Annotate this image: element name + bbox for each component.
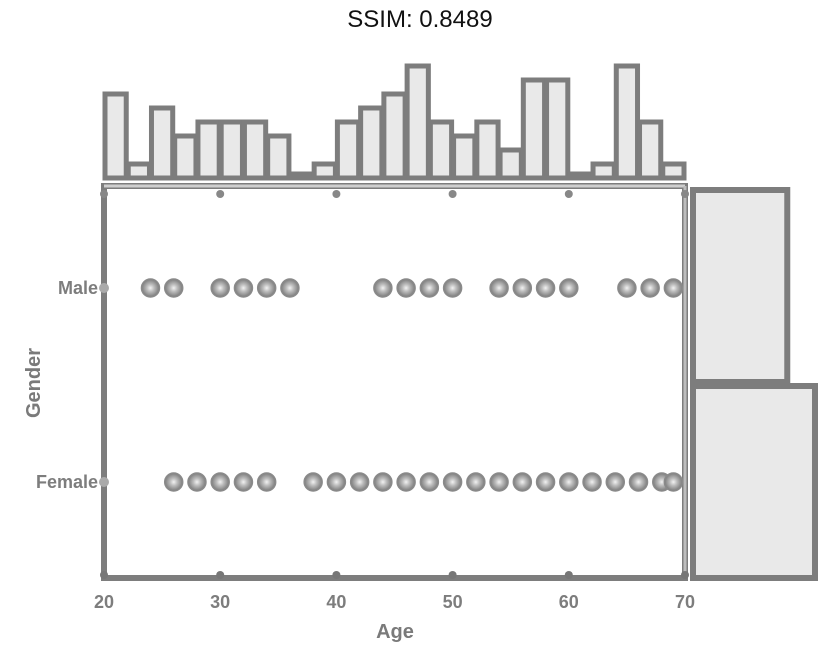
top-histogram-bar	[241, 119, 269, 181]
top-histogram-bar	[125, 161, 152, 181]
top-histogram-bar	[451, 133, 478, 181]
scatter-point-male	[163, 278, 184, 298]
x-tick-mark-top	[564, 190, 573, 198]
scatter-point-female	[559, 472, 579, 492]
top-histogram-bar	[218, 119, 245, 181]
top-histogram-bar	[195, 119, 222, 181]
scatter-point-female	[187, 472, 207, 492]
scatter-point-female	[233, 472, 254, 492]
top-histogram-bar	[613, 63, 641, 181]
top-histogram-bar	[148, 105, 176, 181]
x-tick-label: 50	[443, 592, 463, 612]
scatter-point-female	[349, 472, 370, 492]
x-tick-mark-top	[681, 190, 689, 198]
x-tick-label: 30	[210, 592, 230, 612]
scatter-point-male	[233, 278, 254, 298]
scatter-point-female	[605, 472, 626, 492]
x-tick-label: 40	[326, 592, 346, 612]
y-tick-label: Female	[36, 472, 98, 492]
scatter-point-female	[535, 472, 556, 492]
x-tick-mark	[564, 571, 573, 579]
scatter-point-male	[442, 278, 463, 298]
x-tick-mark-top	[332, 190, 341, 198]
scatter-point-female	[326, 472, 347, 492]
y-axis-label: Gender	[23, 348, 45, 418]
top-histogram-bar	[427, 119, 455, 181]
x-tick-mark-top	[448, 190, 457, 198]
scatter-point-male	[535, 278, 556, 298]
x-tick-label: 70	[675, 592, 695, 612]
x-tick-mark	[216, 571, 225, 579]
scatter-point-female	[663, 472, 684, 492]
scatter-point-female	[512, 472, 533, 492]
scatter-point-male	[373, 278, 393, 298]
x-tick-mark	[448, 571, 457, 579]
top-histogram-bar	[544, 77, 571, 181]
x-tick-mark-top	[216, 190, 225, 198]
top-histogram-bar	[590, 161, 617, 181]
scatter-point-female	[419, 472, 440, 492]
scatter-point-male	[280, 278, 300, 298]
top-histogram-bar	[172, 133, 199, 181]
top-histogram-bar	[102, 91, 129, 181]
right-histogram	[690, 187, 818, 581]
right-histogram-bar-male	[690, 187, 791, 385]
scatter-point-female	[303, 472, 323, 492]
x-tick-label: 60	[559, 592, 579, 612]
scatter-point-male	[663, 278, 684, 298]
top-histogram-bar	[404, 63, 431, 181]
scatter-point-female	[373, 472, 393, 492]
scatter-point-male	[640, 278, 660, 298]
scatter-point-female	[442, 472, 463, 492]
x-tick-mark	[332, 571, 341, 579]
scatter-point-male	[419, 278, 440, 298]
scatter-point-female	[489, 472, 509, 492]
top-histogram-bar	[637, 119, 664, 181]
top-histogram-bar	[311, 161, 338, 181]
top-histogram-bar	[497, 147, 524, 181]
top-histogram-bar	[660, 161, 687, 181]
x-tick-mark	[681, 571, 689, 579]
scatter-point-female	[210, 472, 230, 492]
scatter-point-female	[256, 472, 277, 492]
y-tick-mark	[99, 477, 109, 487]
x-tick-label: 20	[94, 592, 114, 612]
x-axis: 20 30 40 50 60 70	[94, 190, 695, 612]
scatter-points	[140, 278, 684, 492]
top-histogram-bar	[265, 133, 292, 181]
scatter-point-female	[582, 472, 602, 492]
scatter-point-male	[617, 278, 637, 298]
right-histogram-bar-female	[690, 383, 818, 581]
scatter-point-female	[163, 472, 184, 492]
x-tick-mark	[100, 571, 108, 579]
x-tick-mark-top	[100, 190, 108, 198]
top-histogram-bar	[381, 91, 408, 181]
y-tick-mark	[99, 283, 109, 293]
plot-frame	[101, 183, 688, 581]
x-axis-label: Age	[376, 621, 414, 643]
top-histogram	[102, 63, 687, 181]
scatter-point-male	[140, 278, 161, 298]
top-histogram-bar	[474, 119, 501, 181]
scatter-point-female	[628, 472, 649, 492]
top-histogram-bar	[358, 105, 385, 181]
top-histogram-bar	[334, 119, 362, 181]
chart-title: SSIM: 0.8489	[347, 6, 493, 33]
scatter-point-female	[396, 472, 416, 492]
scatter-point-male	[489, 278, 509, 298]
scatter-point-female	[466, 472, 486, 492]
scatter-point-male	[256, 278, 277, 298]
y-tick-label: Male	[58, 278, 98, 298]
scatter-point-male	[559, 278, 579, 298]
y-axis: Male Female	[36, 278, 109, 492]
scatter-point-male	[210, 278, 230, 298]
scatter-point-male	[396, 278, 416, 298]
top-histogram-bar	[520, 77, 548, 181]
scatter-point-male	[512, 278, 533, 298]
